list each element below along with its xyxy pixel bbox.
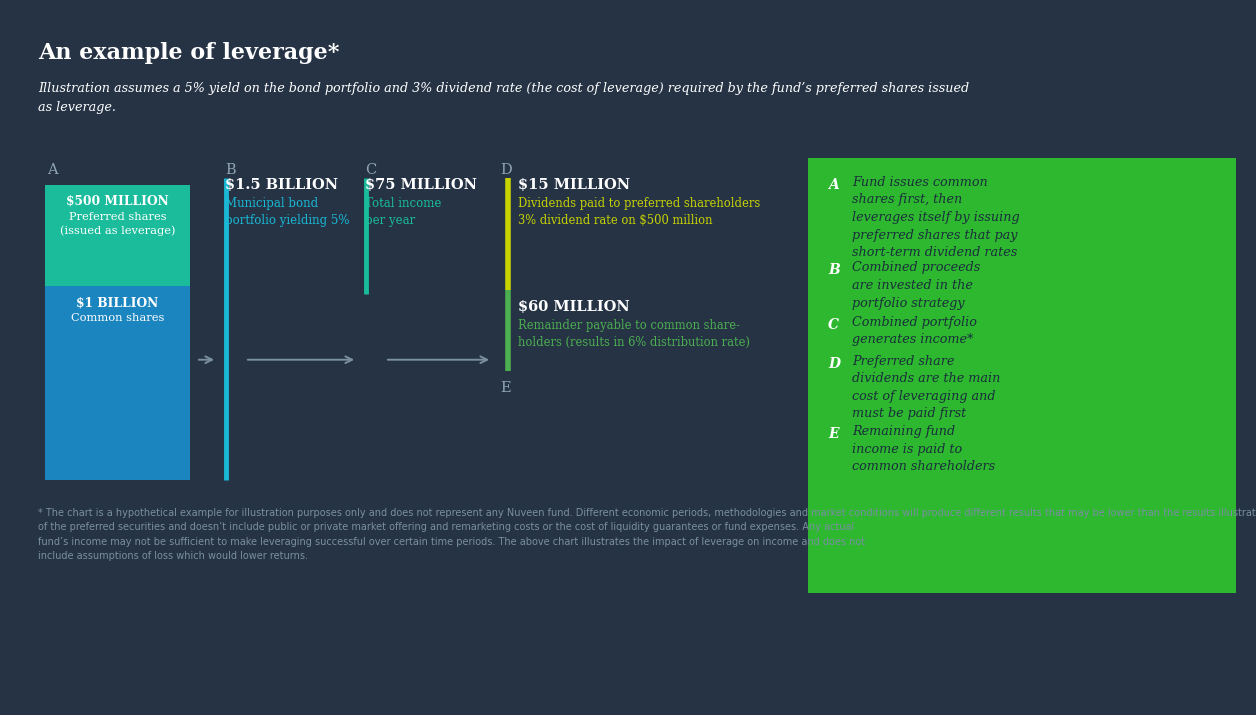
Text: $75 MILLION: $75 MILLION [365,178,477,192]
Text: Combined portfolio
generates income*: Combined portfolio generates income* [852,316,977,347]
Text: C: C [365,163,377,177]
Bar [45,286,190,480]
Text: Combined proceeds
are invested in the
portfolio strategy: Combined proceeds are invested in the po… [852,262,980,310]
Text: E: E [500,381,511,395]
Text: A: A [46,163,58,177]
Text: D: D [828,357,840,371]
Text: Preferred shares
(issued as leverage): Preferred shares (issued as leverage) [60,212,176,236]
Text: Illustration assumes a 5% yield on the bond portfolio and 3% dividend rate (the : Illustration assumes a 5% yield on the b… [38,82,970,114]
Text: $500 MILLION: $500 MILLION [67,195,168,208]
Text: Preferred share
dividends are the main
cost of leveraging and
must be paid first: Preferred share dividends are the main c… [852,355,1000,420]
Text: C: C [828,318,839,332]
Text: B: B [828,264,840,277]
Bar [808,158,1236,593]
Text: $15 MILLION: $15 MILLION [517,178,631,192]
Text: An example of leverage*: An example of leverage* [38,42,339,64]
Bar [45,185,190,286]
Text: A: A [828,178,839,192]
Text: Fund issues common
shares first, then
leverages itself by issuing
preferred shar: Fund issues common shares first, then le… [852,176,1020,259]
Text: Municipal bond
portfolio yielding 5%: Municipal bond portfolio yielding 5% [225,197,349,227]
Text: $60 MILLION: $60 MILLION [517,300,629,314]
Text: B: B [225,163,236,177]
Text: Remaining fund
income is paid to
common shareholders: Remaining fund income is paid to common … [852,425,995,473]
Text: $1.5 BILLION: $1.5 BILLION [225,178,338,192]
Text: Common shares: Common shares [70,313,165,323]
Text: E: E [828,427,839,441]
Text: D: D [500,163,511,177]
Text: $1 BILLION: $1 BILLION [77,296,158,309]
Text: Total income
per year: Total income per year [365,197,441,227]
Text: Remainder payable to common share-
holders (results in 6% distribution rate): Remainder payable to common share- holde… [517,319,750,349]
Text: Dividends paid to preferred shareholders
3% dividend rate on $500 million: Dividends paid to preferred shareholders… [517,197,760,227]
Text: * The chart is a hypothetical example for illustration purposes only and does no: * The chart is a hypothetical example fo… [38,508,1256,561]
